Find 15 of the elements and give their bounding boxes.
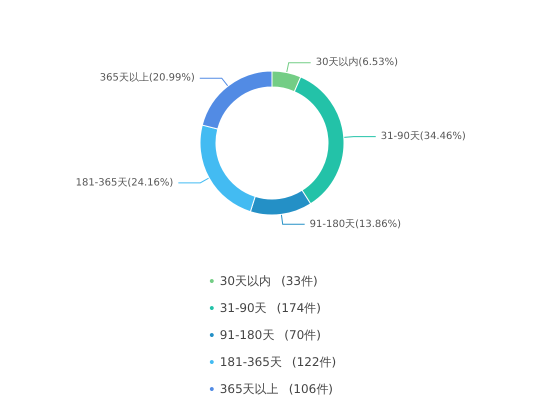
- legend-label: 181-365天: [220, 355, 282, 369]
- text: (33件): [281, 274, 318, 288]
- text: (106件): [288, 382, 333, 396]
- category-label: 31-90天(34.46%): [380, 131, 466, 142]
- category-label: 365天以上(20.99%): [100, 72, 195, 84]
- legend-label: 91-180天: [220, 328, 274, 342]
- text: (70件): [284, 328, 321, 342]
- legend-label: 31-90天: [220, 301, 267, 315]
- category-label: 30天以内(6.53%): [316, 57, 398, 68]
- text: (174件): [276, 301, 321, 315]
- legend-label: 30天以内: [220, 274, 272, 288]
- text: (122件): [292, 355, 336, 369]
- category-label: 181-365天(24.16%): [76, 177, 174, 188]
- legend-label: 365天以上: [220, 382, 279, 396]
- category-label: 91-180天(13.86%): [310, 218, 402, 230]
